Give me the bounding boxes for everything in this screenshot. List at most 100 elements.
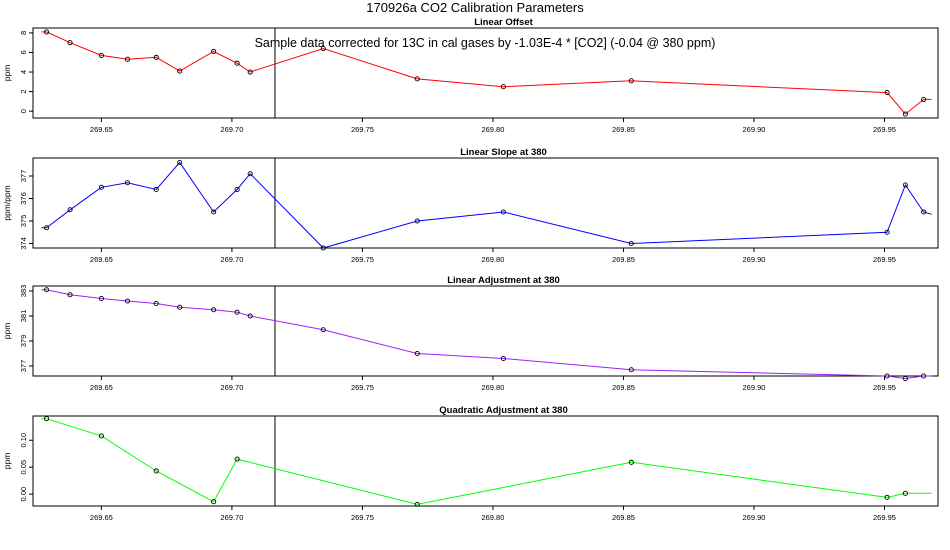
correction-note: Sample data corrected for 13C in cal gas… [254,36,716,50]
data-point [98,433,104,439]
data-point [414,218,420,224]
data-point [921,373,927,379]
x-tick-label: 269.70 [220,125,243,134]
y-tick-label: 375 [19,215,28,228]
chart-panel-1: Linear Offset ppm 269.65 269.70 269.75 269.80… [2,17,939,134]
x-tick-label: 269.90 [742,125,765,134]
x-tick-label: 269.65 [90,125,113,134]
x-tick-label: 269.85 [612,255,635,264]
data-point [153,54,159,60]
data-point [884,229,890,235]
data-point [628,367,634,373]
chart-panel-2: Linear Slope at 380 ppm/ppm 269.65 269.70 26… [2,147,939,264]
data-point [124,298,131,304]
data-point [921,209,927,215]
x-tick-label: 269.90 [742,255,765,264]
data-point [234,309,240,315]
data-point [902,375,908,382]
x-tick-label: 269.95 [873,125,896,134]
data-point [234,456,240,462]
data-point [320,45,326,52]
y-tick-label: 8 [19,31,28,35]
x-tick-label: 269.85 [612,383,635,392]
x-tick-label: 269.80 [481,383,504,392]
plot-frame [32,27,939,119]
data-point [902,111,908,117]
data-point [247,313,253,319]
series-line [41,418,932,505]
data-point [153,186,159,193]
data-point [177,304,183,310]
x-tick-label: 269.85 [612,125,635,134]
x-tick-label: 269.75 [351,125,374,134]
y-tick-label: 0.05 [19,460,28,475]
series-line [41,31,932,115]
x-tick-label: 269.80 [481,255,504,264]
data-point [500,209,506,215]
data-point [247,171,253,177]
plot-frame [32,285,939,377]
data-point [414,76,420,82]
x-tick-label: 269.80 [481,125,504,134]
data-point [414,350,420,357]
plot-frame [32,415,939,507]
page-title: 170926a CO2 Calibration Parameters [366,0,584,15]
x-tick-label: 269.95 [873,255,896,264]
data-point [500,84,506,90]
data-point [44,225,50,231]
x-tick-label: 269.65 [90,513,113,522]
data-point [234,60,240,66]
y-tick-label: 2 [19,90,28,94]
data-point [44,29,50,35]
x-tick-label: 269.65 [90,383,113,392]
series-line [41,161,932,249]
data-point [67,207,73,213]
chart-title: Linear Offset [474,17,533,28]
y-tick-label: 0 [19,109,28,113]
data-point [884,90,890,96]
x-tick-label: 269.65 [90,255,113,264]
plot-frame [32,157,939,249]
data-point [247,69,253,75]
y-tick-label: 0.10 [19,433,28,448]
x-tick-label: 269.75 [351,383,374,392]
x-tick-label: 269.85 [612,513,635,522]
y-tick-label: 381 [19,310,28,323]
x-tick-label: 269.70 [220,255,243,264]
data-point [153,300,159,307]
series-line [41,289,932,380]
data-point [67,292,73,298]
data-point [902,182,908,188]
y-axis-label: ppm [2,323,12,340]
data-point [124,180,131,186]
data-point [211,48,217,55]
y-tick-label: 4 [19,70,28,74]
data-point [211,209,217,215]
y-tick-label: 376 [19,192,28,205]
data-point [98,295,104,302]
chart-panel-4: Quadratic Adjustment at 380 ppm 269.65 269.… [2,405,939,522]
data-point [153,468,159,474]
y-tick-label: 377 [19,360,28,373]
y-tick-label: 383 [19,285,28,298]
y-tick-label: 6 [19,50,28,54]
y-axis-label: ppm [2,453,12,470]
y-tick-label: 374 [19,237,28,250]
data-point [234,186,240,193]
chart-title: Quadratic Adjustment at 380 [439,405,567,416]
data-point [211,499,217,505]
data-point [902,490,908,496]
x-tick-label: 269.75 [351,255,374,264]
chart-panel-3: Linear Adjustment at 380 ppm 269.65 269.70 2… [2,275,939,392]
data-point [921,96,927,102]
y-tick-label: 377 [19,170,28,183]
y-tick-label: 0.00 [19,487,28,502]
x-tick-label: 269.95 [873,513,896,522]
x-tick-label: 269.75 [351,513,374,522]
x-tick-label: 269.95 [873,383,896,392]
x-tick-label: 269.70 [220,383,243,392]
data-point [628,459,634,465]
chart-title: Linear Slope at 380 [460,147,547,158]
data-point [44,416,50,422]
y-axis-label: ppm [2,65,12,82]
